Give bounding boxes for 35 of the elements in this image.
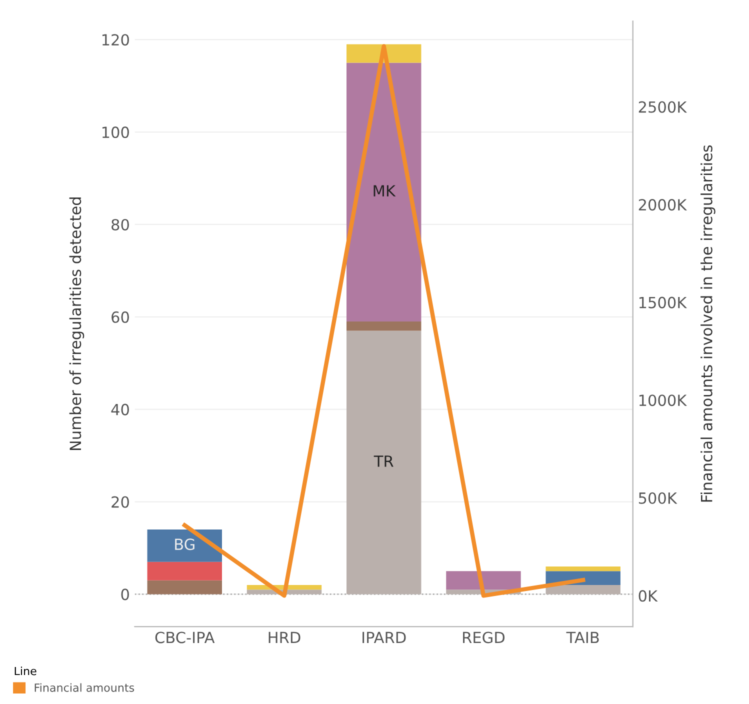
y-tick-label: 20	[112, 496, 129, 508]
bar	[346, 322, 422, 331]
y-tick-label: 80	[112, 218, 129, 230]
y2-axis-title: Financial amounts involved in the irregularities	[700, 145, 716, 502]
bar	[147, 562, 222, 580]
bar	[346, 330, 422, 594]
y-tick-label: 0	[121, 588, 129, 600]
bar	[546, 566, 620, 572]
y-axis-title: Number of irregularities detected	[69, 198, 84, 450]
y2-tick-label: 2000K	[638, 199, 687, 211]
series-label: TR	[374, 456, 394, 467]
y-tick-label: 60	[112, 311, 129, 323]
x-tick-label: CBC-IPA	[155, 632, 215, 644]
y2-tick-label: 0K	[638, 590, 658, 602]
bar	[346, 44, 422, 63]
y2-tick-label: 1000K	[639, 394, 687, 406]
y2-tick-label: 1500K	[639, 296, 687, 308]
series-label: BG	[175, 538, 194, 550]
y2-tick-label: 2500K	[638, 101, 687, 113]
y-tick-label: 120	[102, 34, 129, 46]
bar	[147, 580, 222, 594]
bar	[346, 62, 422, 322]
series-label: MK	[374, 185, 396, 196]
legend-title: Line	[14, 666, 36, 676]
bar	[446, 571, 521, 590]
x-tick-label: REGD	[463, 632, 505, 644]
bar	[546, 584, 620, 594]
y-tick-label: 100	[102, 126, 129, 138]
y-tick-label: 40	[111, 404, 129, 416]
legend-label: Financial amounts	[34, 683, 134, 692]
x-tick-label: TAIB	[566, 632, 599, 644]
bar	[147, 530, 222, 562]
y2-tick-label: 500K	[638, 492, 678, 504]
x-tick-label: IPARD	[362, 632, 406, 644]
x-tick-label: HRD	[268, 632, 300, 644]
